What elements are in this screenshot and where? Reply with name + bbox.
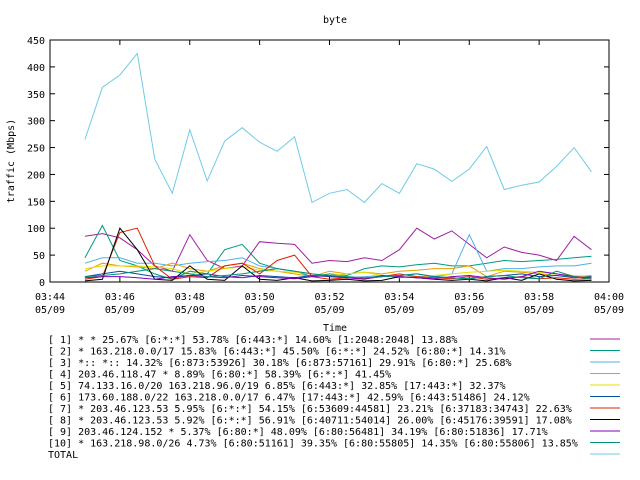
legend-entry-9: [ 9] 203.46.124.152 * 5.37% [6:80:*] 48.… — [48, 427, 548, 438]
legend-entry-1: [ 1] * * 25.67% [6:*:*] 53.78% [6:443:*]… — [48, 335, 457, 346]
x-tick-label-time: 03:56 — [454, 292, 484, 303]
y-tick-label: 50 — [33, 251, 45, 262]
legend: [ 1] * * 25.67% [6:*:*] 53.78% [6:443:*]… — [48, 335, 620, 461]
x-tick-label-time: 03:50 — [245, 292, 275, 303]
legend-entry-7: [ 7] * 203.46.123.53 5.95% [6:*:*] 54.15… — [48, 404, 572, 415]
x-tick-label-time: 03:44 — [35, 292, 65, 303]
plot-area: 0 50 100 150 200 250 300 350 400 450 03:44 05/09 03:… — [27, 36, 624, 316]
legend-entry-5: [ 5] 74.133.16.0/20 163.218.96.0/19 6.85… — [48, 381, 506, 392]
y-tick-label: 250 — [27, 144, 45, 155]
x-tick-label-time: 03:54 — [384, 292, 414, 303]
legend-entry-4: [ 4] 203.46.118.47 * 8.89% [6:80:*] 58.3… — [48, 370, 391, 381]
y-tick-label: 450 — [27, 36, 45, 47]
x-tick-label-time: 03:48 — [175, 292, 205, 303]
legend-entry-10: [10] * 163.218.98.0/26 4.73% [6:80:51161… — [48, 439, 578, 450]
x-tick-label-date: 05/09 — [175, 305, 205, 316]
series-line-8 — [84, 227, 592, 282]
chart-title: byte — [323, 15, 347, 26]
y-tick-label: 0 — [39, 278, 45, 289]
legend-entry-6: [ 6] 173.60.188.0/22 163.218.0.0/17 6.47… — [48, 393, 530, 404]
series-line-5 — [84, 265, 592, 279]
x-tick-label-date: 05/09 — [35, 305, 65, 316]
x-tick-label-date: 05/09 — [454, 305, 484, 316]
x-tick-label-date: 05/09 — [384, 305, 414, 316]
legend-entry-8: [ 8] * 203.46.123.53 5.92% [6:*:*] 56.91… — [48, 416, 572, 427]
legend-entry-3: [ 3] *:: *:: 14.32% [6:873:53926] 30.18%… — [48, 358, 512, 369]
x-tick-label-date: 05/09 — [105, 305, 135, 316]
y-tick-label: 350 — [27, 90, 45, 101]
x-tick-label-date: 05/09 — [524, 305, 554, 316]
legend-entry-11: TOTAL — [48, 450, 78, 461]
series-line-9 — [84, 270, 592, 280]
x-tick-label-time: 03:58 — [524, 292, 554, 303]
x-tick-label-date: 05/09 — [314, 305, 344, 316]
series-line-1 — [84, 227, 592, 272]
series-line-10 — [84, 268, 592, 280]
x-tick-label-date: 05/09 — [245, 305, 275, 316]
y-tick-label: 150 — [27, 197, 45, 208]
x-tick-label-time: 03:46 — [105, 292, 135, 303]
y-tick-label: 300 — [27, 117, 45, 128]
series-line-11 — [84, 52, 592, 204]
y-axis-label: traffic (Mbps) — [6, 119, 17, 203]
x-tick-label-date: 05/09 — [594, 305, 624, 316]
y-tick-label: 100 — [27, 224, 45, 235]
x-tick-label-time: 03:52 — [314, 292, 344, 303]
y-tick-label: 400 — [27, 63, 45, 74]
legend-entry-2: [ 2] * 163.218.0.0/17 15.83% [6:443:*] 4… — [48, 347, 506, 358]
x-tick-label-time: 04:00 — [594, 292, 624, 303]
series-line-4 — [84, 262, 592, 278]
y-tick-label: 200 — [27, 170, 45, 181]
x-axis-label: Time — [323, 323, 347, 334]
